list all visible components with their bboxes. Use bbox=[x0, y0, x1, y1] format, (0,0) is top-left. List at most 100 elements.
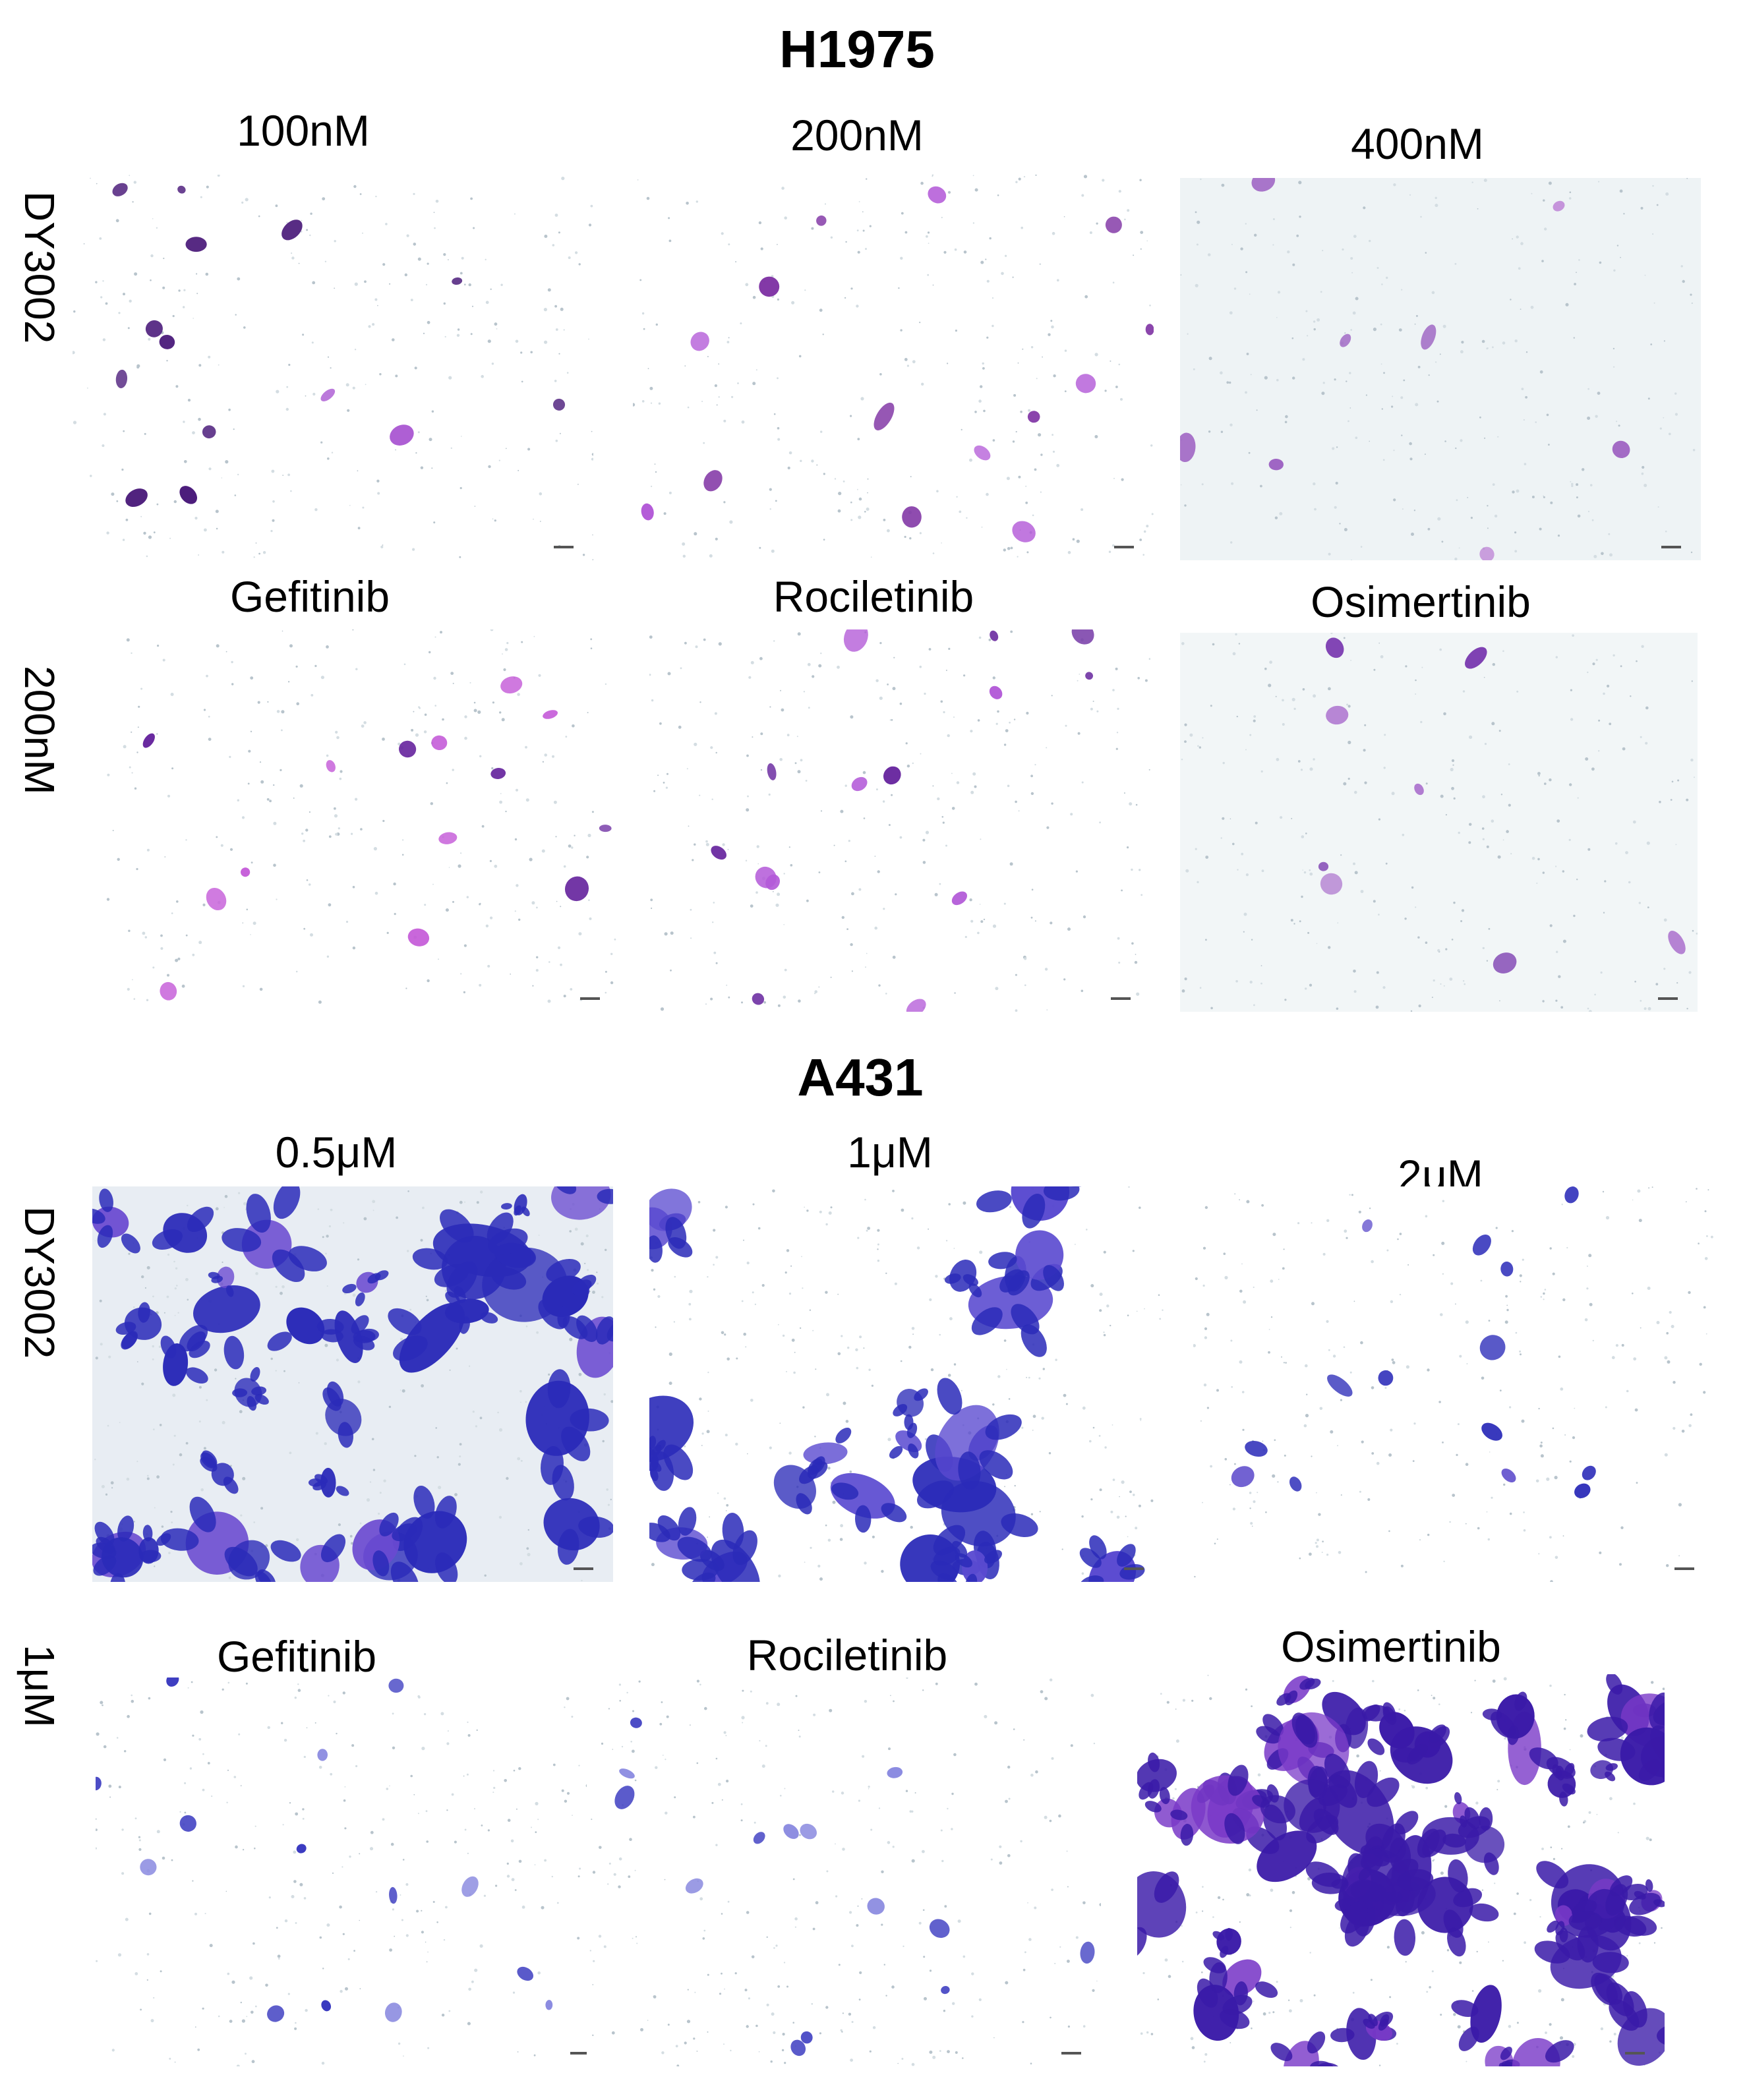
membrane-pore bbox=[1586, 1266, 1588, 1267]
membrane-pore bbox=[173, 1260, 175, 1263]
membrane-pore bbox=[1600, 2027, 1604, 2031]
stained-cell bbox=[1421, 324, 1436, 350]
membrane-pore bbox=[1288, 1999, 1290, 2001]
membrane-pore bbox=[1617, 1832, 1619, 1834]
membrane-pore bbox=[1018, 177, 1021, 181]
membrane-pore bbox=[1539, 1444, 1543, 1447]
membrane-pore bbox=[863, 1347, 865, 1349]
scale-bar bbox=[1661, 546, 1681, 548]
membrane-pore bbox=[1104, 390, 1107, 392]
membrane-pore bbox=[519, 1389, 522, 1393]
membrane-pore bbox=[95, 281, 98, 283]
membrane-pore bbox=[1268, 1329, 1270, 1330]
membrane-pore bbox=[1595, 658, 1598, 661]
membrane-pore bbox=[1609, 1797, 1613, 1801]
cell-process bbox=[314, 1474, 328, 1484]
membrane-pore bbox=[240, 1514, 243, 1517]
membrane-pore bbox=[1548, 181, 1552, 185]
membrane-pore bbox=[1570, 689, 1572, 691]
membrane-pore bbox=[1567, 1825, 1570, 1828]
membrane-pore bbox=[1307, 931, 1310, 934]
membrane-pore bbox=[1633, 1802, 1636, 1805]
membrane-pore bbox=[1441, 540, 1444, 543]
membrane-pore bbox=[1098, 1435, 1101, 1437]
membrane-pore bbox=[651, 907, 653, 910]
membrane-pore bbox=[601, 1742, 604, 1745]
cell-process bbox=[1318, 1784, 1348, 1806]
membrane-pore bbox=[1025, 502, 1028, 504]
membrane-pore bbox=[952, 2002, 955, 2005]
stained-cell bbox=[1378, 1370, 1394, 1386]
membrane-pore bbox=[1355, 297, 1359, 301]
membrane-pore bbox=[1222, 1898, 1224, 1901]
membrane-pore bbox=[464, 283, 466, 285]
membrane-pore bbox=[1063, 1393, 1067, 1397]
membrane-pore bbox=[1336, 1007, 1339, 1010]
membrane-pore bbox=[664, 1879, 666, 1881]
membrane-pore bbox=[1108, 550, 1111, 553]
membrane-pore bbox=[984, 1714, 988, 1718]
membrane-pore bbox=[995, 722, 998, 725]
membrane-pore bbox=[1251, 1525, 1253, 1527]
membrane-pore bbox=[1531, 856, 1535, 860]
membrane-pore bbox=[611, 2031, 615, 2035]
membrane-pore bbox=[752, 736, 754, 738]
membrane-pore bbox=[1546, 413, 1549, 417]
membrane-pore bbox=[200, 196, 202, 198]
membrane-pore bbox=[430, 802, 433, 805]
membrane-pore bbox=[839, 1538, 843, 1541]
stained-cell bbox=[1465, 647, 1487, 669]
membrane-pore bbox=[392, 1746, 396, 1749]
membrane-pore bbox=[1483, 179, 1487, 183]
membrane-pore bbox=[668, 1382, 672, 1385]
membrane-pore bbox=[403, 663, 406, 666]
membrane-pore bbox=[845, 1420, 849, 1423]
membrane-pore bbox=[1030, 1773, 1034, 1777]
membrane-pore bbox=[1245, 873, 1249, 877]
cell-process bbox=[1483, 1852, 1499, 1875]
membrane-pore bbox=[94, 1240, 96, 1242]
membrane-pore bbox=[1232, 1507, 1235, 1511]
membrane-pore bbox=[407, 1250, 409, 1252]
membrane-pore bbox=[1487, 347, 1489, 349]
membrane-pore bbox=[1464, 983, 1466, 985]
membrane-pore bbox=[1066, 1850, 1068, 1852]
membrane-pore bbox=[1082, 915, 1086, 919]
membrane-pore bbox=[963, 674, 966, 677]
membrane-pore bbox=[507, 1819, 511, 1822]
membrane-pore bbox=[862, 229, 865, 232]
membrane-pore bbox=[1616, 245, 1619, 247]
membrane-pore bbox=[1009, 721, 1011, 724]
cell-process bbox=[1482, 1708, 1502, 1720]
membrane-pore bbox=[1641, 645, 1644, 648]
membrane-pore bbox=[1467, 497, 1469, 498]
membrane-pore bbox=[291, 256, 295, 260]
membrane-pore bbox=[1663, 918, 1667, 922]
membrane-pore bbox=[163, 1758, 167, 1761]
membrane-pore bbox=[1313, 320, 1316, 323]
membrane-pore bbox=[460, 852, 462, 854]
membrane-pore bbox=[405, 1934, 409, 1937]
membrane-pore bbox=[1536, 883, 1538, 884]
membrane-pore bbox=[743, 1332, 746, 1336]
membrane-pore bbox=[608, 1708, 610, 1710]
membrane-pore bbox=[1608, 533, 1611, 535]
membrane-pore bbox=[269, 800, 272, 803]
membrane-pore bbox=[563, 995, 566, 998]
membrane-pore bbox=[1607, 684, 1610, 687]
membrane-pore bbox=[472, 1411, 475, 1413]
membrane-pore bbox=[940, 1829, 943, 1832]
membrane-pore bbox=[1181, 989, 1185, 993]
membrane-pore bbox=[1051, 325, 1054, 329]
stained-cell bbox=[1251, 178, 1276, 192]
membrane-pore bbox=[1270, 1279, 1274, 1283]
membrane-pore bbox=[542, 761, 545, 763]
membrane-pore bbox=[153, 1997, 155, 1999]
membrane-pore bbox=[1245, 271, 1248, 274]
membrane-pore bbox=[468, 1987, 471, 1991]
membrane-pore bbox=[814, 1436, 816, 1438]
membrane-pore bbox=[1099, 1293, 1103, 1297]
membrane-pore bbox=[791, 1338, 795, 1342]
membrane-pore bbox=[331, 452, 334, 453]
membrane-pore bbox=[389, 1948, 392, 1952]
